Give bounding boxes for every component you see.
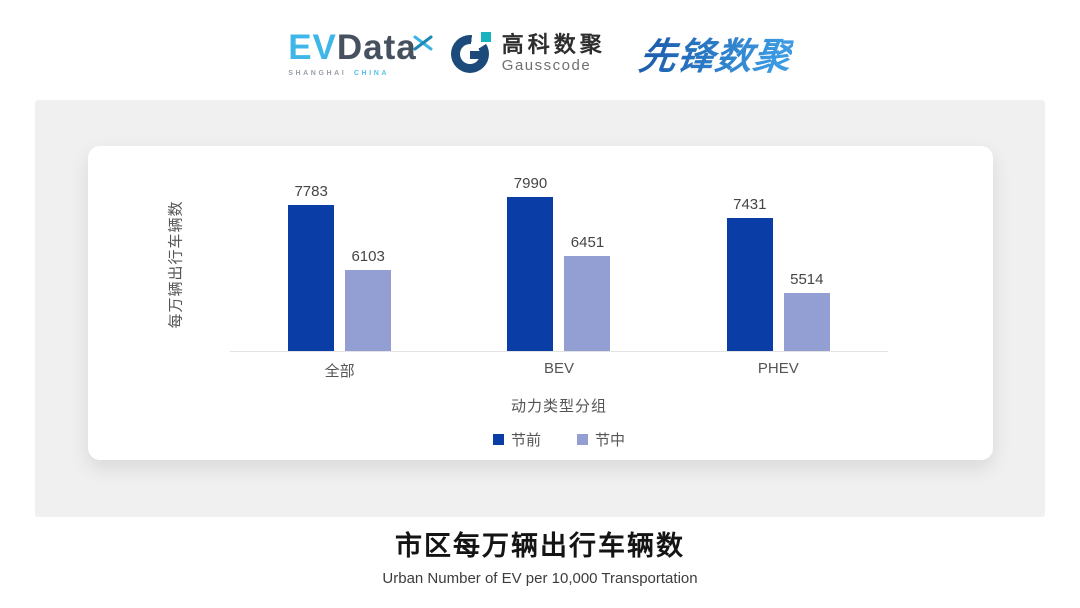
bar-group-PHEV: 7431 5514: [669, 196, 888, 351]
gausscode-name-cn: 高科数聚: [501, 31, 606, 57]
gausscode-logo: 高科数聚 Gausscode: [450, 31, 606, 74]
bar-节前-PHEV: [726, 218, 773, 351]
category-label-PHEV: PHEV: [757, 360, 799, 377]
legend: 节前 节中: [230, 429, 888, 450]
evdata-data-text: Data: [336, 27, 417, 67]
plot-area: 7783 6103 7990 6451 7431 5514: [230, 146, 888, 352]
legend-label: 节中: [595, 432, 626, 449]
value-label: 7990: [513, 175, 548, 192]
evdata-tagline: SHANGHAI CHINA: [288, 70, 389, 77]
value-label: 5514: [790, 271, 824, 288]
footer: 市区每万辆出行车辆数 Urban Number of EV per 10,000…: [0, 524, 1080, 587]
page-title: 市区每万辆出行车辆数: [395, 531, 685, 561]
y-axis-label: 每万辆出行车辆数: [167, 199, 185, 329]
bar-group-全部: 7783 6103: [230, 183, 449, 351]
page-subtitle: Urban Number of EV per 10,000 Transporta…: [382, 570, 698, 587]
header-logos: EVData SHANGHAI CHINA 高科数聚 Gausscode 先锋数…: [0, 0, 1080, 100]
value-label: 7783: [294, 183, 328, 200]
evdata-ev-text: EV: [288, 27, 337, 67]
category-axis: 全部 BEV PHEV: [230, 360, 888, 381]
legend-item-节前: 节前: [492, 429, 541, 450]
evdata-tagline-china: CHINA: [353, 69, 390, 77]
x-axis-title: 动力类型分组: [510, 398, 607, 415]
bar-column: 5514: [783, 271, 830, 351]
bar-节中-BEV: [564, 256, 611, 351]
bar-group-BEV: 7990 6451: [449, 175, 668, 351]
bar-column: 6103: [345, 248, 392, 351]
category-label-BEV: BEV: [543, 360, 574, 377]
bar-column: 7431: [726, 196, 773, 351]
plot-wrapper: 7783 6103 7990 6451 7431 5514 全部 BEV PHEV 动力类型分…: [230, 146, 888, 450]
value-label: 7431: [733, 196, 767, 213]
value-label: 6103: [351, 248, 385, 265]
legend-item-节中: 节中: [577, 429, 625, 450]
bar-column: 6451: [564, 234, 611, 351]
chart-card: 每万辆出行车辆数 7783 6103 7990 6451 7431 5514 全部 BEV P…: [88, 146, 993, 460]
pioneer-logo: 先锋数聚: [636, 26, 796, 80]
bar-节前-全部: [288, 205, 335, 351]
g-crossbar-shape: [469, 51, 483, 59]
sparkle-x-icon: [413, 22, 433, 57]
category-label-全部: 全部: [324, 363, 355, 380]
gausscode-text: 高科数聚 Gausscode: [501, 31, 606, 74]
legend-swatch: [492, 434, 504, 445]
bar-节前-BEV: [507, 197, 554, 351]
gausscode-name-en: Gausscode: [501, 56, 592, 74]
evdata-tagline-shanghai: SHANGHAI: [288, 69, 347, 77]
g-teal-square: [480, 32, 491, 42]
bar-column: 7990: [507, 175, 554, 351]
evdata-logo: EVData SHANGHAI CHINA: [288, 27, 433, 77]
legend-swatch: [577, 434, 588, 445]
bar-column: 7783: [288, 183, 335, 351]
gausscode-g-icon: [450, 32, 493, 74]
bar-节中-PHEV: [783, 293, 830, 351]
value-label: 6451: [570, 234, 605, 251]
legend-label: 节前: [510, 432, 541, 449]
bar-节中-全部: [345, 270, 392, 351]
evdata-wordmark: EVData: [288, 27, 433, 67]
chart-panel: 每万辆出行车辆数 7783 6103 7990 6451 7431 5514 全部 BEV P…: [35, 100, 1045, 517]
